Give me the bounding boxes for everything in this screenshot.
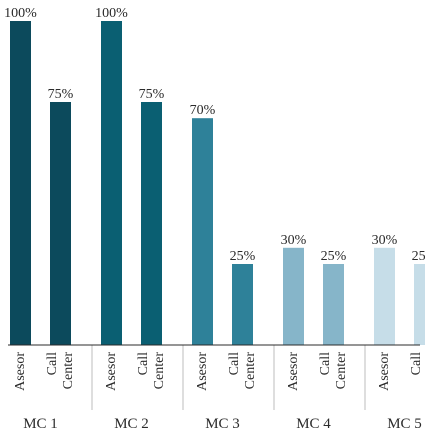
data-label: 75%: [139, 87, 165, 102]
bar-mc1-asesor: [10, 21, 31, 345]
tick-label: Asesor: [13, 352, 28, 391]
bar-mc3-call-center: [232, 264, 253, 345]
bar-mc3-asesor: [192, 118, 213, 345]
tick-label: Call: [318, 352, 333, 375]
data-label: 25%: [321, 249, 347, 264]
group-label: MC 1: [23, 416, 58, 432]
group-label: MC 4: [296, 416, 331, 432]
data-label: 30%: [281, 233, 307, 248]
tick-label: Call: [409, 352, 424, 375]
bars-layer: [10, 21, 425, 410]
tick-label: Call: [45, 352, 60, 375]
data-label: 75%: [48, 87, 74, 102]
bar-mc1-call-center: [50, 102, 71, 345]
tick-label: Asesor: [377, 352, 392, 391]
group-label: MC 5: [387, 416, 422, 432]
bar-mc5-asesor: [374, 247, 395, 345]
data-label: 100%: [4, 6, 37, 21]
data-label: 25%: [412, 249, 425, 264]
group-label: MC 2: [114, 416, 149, 432]
data-label: 25%: [230, 249, 256, 264]
bar-mc5-call-center: [414, 264, 425, 345]
tick-label: Call: [227, 352, 242, 375]
group-label: MC 3: [205, 416, 240, 432]
tick-label: Asesor: [286, 352, 301, 391]
tick-label: Asesor: [195, 352, 210, 391]
bar-mc4-asesor: [283, 247, 304, 345]
data-label: 70%: [190, 103, 216, 118]
bar-mc4-call-center: [323, 264, 344, 345]
data-label: 100%: [95, 6, 128, 21]
tick-label: Asesor: [104, 352, 119, 391]
bar-mc2-asesor: [101, 21, 122, 345]
tick-label: Center: [334, 352, 349, 390]
tick-label: Center: [243, 352, 258, 390]
data-label: 30%: [372, 233, 398, 248]
tick-label: Call: [136, 352, 151, 375]
bar-mc2-call-center: [141, 102, 162, 345]
tick-label: Center: [61, 352, 76, 390]
tick-label: Center: [152, 352, 167, 390]
